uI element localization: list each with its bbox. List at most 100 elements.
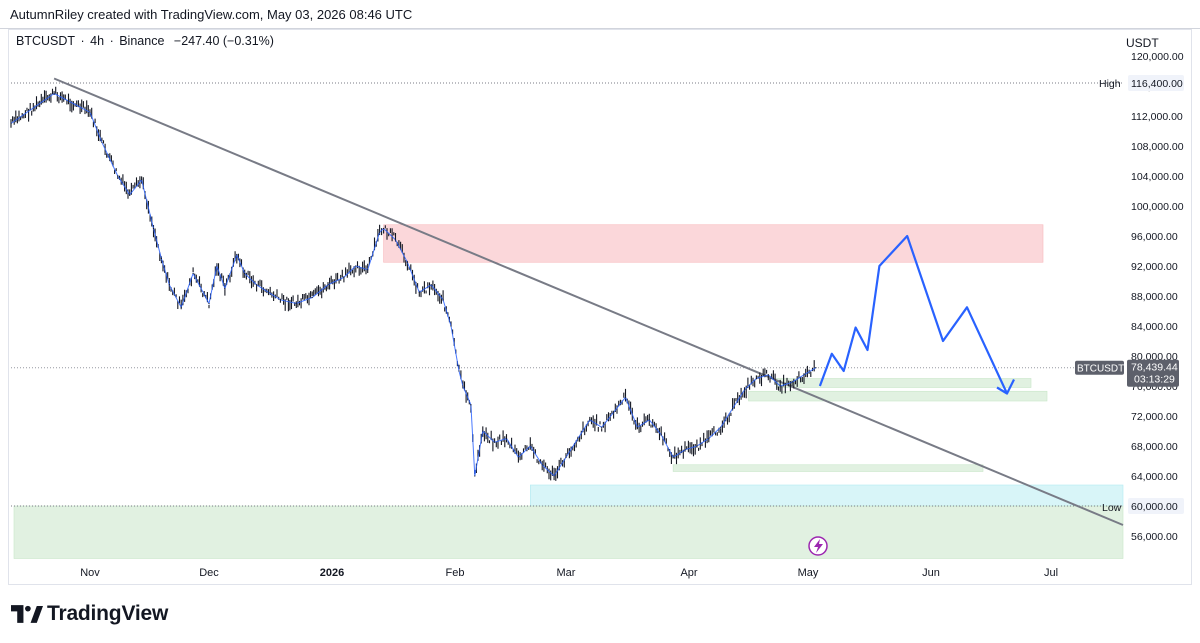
price-point xyxy=(648,419,650,421)
price-tick-label: 108,000.00 xyxy=(1131,141,1184,153)
price-tick-label: 56,000.00 xyxy=(1131,531,1178,543)
zone-support-upper[interactable] xyxy=(775,378,1032,388)
price-point xyxy=(180,306,182,308)
price-point xyxy=(160,257,162,260)
price-point xyxy=(517,456,520,458)
price-point xyxy=(355,265,357,267)
price-point xyxy=(442,299,444,301)
price-point xyxy=(815,367,817,369)
symbol-name: BTCUSDT xyxy=(16,34,76,48)
price-tick-label: 100,000.00 xyxy=(1131,201,1184,213)
last-price: 78,439.44 xyxy=(1131,362,1178,374)
trendline[interactable] xyxy=(53,77,1124,526)
zone-demand-floor[interactable] xyxy=(13,505,1124,559)
zone-support-mid[interactable] xyxy=(748,390,1048,402)
price-point xyxy=(613,411,615,413)
price-point xyxy=(236,254,238,256)
zone-support-lower[interactable] xyxy=(672,464,984,472)
separator: · xyxy=(109,34,114,48)
price-point xyxy=(743,389,746,391)
attribution-text: AutumnRiley created with TradingView.com… xyxy=(10,7,413,22)
price-point xyxy=(755,377,758,380)
price-point xyxy=(529,445,531,447)
high-value: 116,400.00 xyxy=(1131,78,1183,90)
chart-canvas[interactable]: 120,000.00116,000.00112,000.00108,000.00… xyxy=(0,0,1200,600)
price-point xyxy=(53,92,55,95)
price-point xyxy=(672,456,674,458)
time-tick-label: Nov xyxy=(80,567,100,579)
price-point xyxy=(168,284,170,286)
time-tick-label: Jul xyxy=(1044,567,1058,579)
price-point xyxy=(684,449,686,451)
price-point xyxy=(267,291,270,293)
high-label: High xyxy=(1099,78,1121,90)
projection-path[interactable] xyxy=(818,234,1008,394)
currency-label[interactable]: USDT xyxy=(1126,36,1159,50)
price-point xyxy=(89,111,91,113)
price-candles[interactable] xyxy=(10,86,815,481)
price-point xyxy=(803,374,805,376)
price-point xyxy=(779,385,781,387)
price-point xyxy=(244,272,246,275)
price-point xyxy=(394,239,397,241)
price-point xyxy=(418,291,420,293)
time-tick-label: 2026 xyxy=(320,567,344,579)
price-point xyxy=(10,122,12,125)
low-label: Low xyxy=(1102,502,1122,514)
zone-resistance[interactable] xyxy=(383,224,1044,263)
price-point xyxy=(343,276,345,278)
price-point xyxy=(474,475,476,477)
price-point xyxy=(450,325,452,327)
symbol-legend[interactable]: BTCUSDT · 4h · Binance −247.40 (−0.31%) xyxy=(16,34,276,48)
price-point xyxy=(482,430,484,432)
price-point xyxy=(192,272,194,275)
low-value: 60,000.00 xyxy=(1131,501,1178,513)
price-point xyxy=(470,404,472,406)
price-point xyxy=(295,302,297,305)
price-point xyxy=(140,179,143,181)
price-point xyxy=(279,299,282,301)
price-point xyxy=(382,227,385,230)
price-tick-label: 120,000.00 xyxy=(1131,51,1184,63)
price-point xyxy=(216,265,218,267)
time-tick-label: Mar xyxy=(557,567,576,579)
time-tick-label: Dec xyxy=(199,567,219,579)
symbol-badge-text: BTCUSDT xyxy=(1077,364,1124,375)
price-tick-label: 96,000.00 xyxy=(1131,231,1178,243)
tradingview-logo: TradingView xyxy=(11,602,168,625)
moving-average-line xyxy=(10,92,817,477)
price-point xyxy=(589,419,591,421)
price-change: −247.40 (−0.31%) xyxy=(173,34,274,48)
price-point xyxy=(379,231,381,233)
price-point xyxy=(636,426,639,428)
low-badge xyxy=(1128,498,1184,514)
price-tick-label: 68,000.00 xyxy=(1131,441,1178,453)
price-point xyxy=(458,370,460,372)
price-point xyxy=(601,426,603,428)
price-point xyxy=(327,284,329,286)
high-badge xyxy=(1128,75,1184,91)
separator: · xyxy=(80,34,85,48)
price-point xyxy=(541,464,543,466)
price-point xyxy=(565,456,567,458)
last-price-badge xyxy=(1127,359,1179,387)
price-point xyxy=(129,194,131,196)
exchange-label: Binance xyxy=(119,34,165,48)
price-point xyxy=(708,437,710,440)
price-point xyxy=(208,302,210,305)
header-bar: AutumnRiley created with TradingView.com… xyxy=(0,0,1200,29)
price-point xyxy=(462,385,464,387)
price-point xyxy=(117,175,119,177)
interval-label: 4h xyxy=(90,34,105,48)
price-point xyxy=(430,284,432,286)
price-point xyxy=(256,284,258,286)
price-tick-label: 84,000.00 xyxy=(1131,321,1178,333)
price-point xyxy=(505,437,508,440)
price-point xyxy=(696,445,698,447)
price-point xyxy=(67,100,70,102)
price-point xyxy=(101,141,103,143)
price-point xyxy=(791,381,793,383)
chart-frame xyxy=(8,29,1192,585)
price-point xyxy=(367,269,369,271)
price-tick-label: 92,000.00 xyxy=(1131,261,1178,273)
